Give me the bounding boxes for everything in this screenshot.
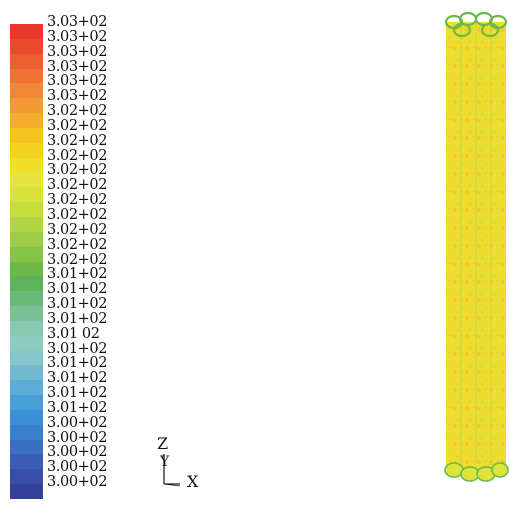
legend-tick-label: 3.01+02 [47,370,108,387]
legend-tick-label: 3.03+02 [47,28,108,45]
legend-swatch [10,439,43,455]
legend-swatch [10,261,43,277]
legend-tick-label: 3.00+02 [47,444,108,461]
legend-swatch [10,276,43,292]
legend-swatch [10,157,43,173]
legend-tick-label: 3.02+02 [47,162,108,179]
legend-swatch [10,409,43,425]
axis-x-label: X [187,472,199,491]
legend-swatch [10,350,43,366]
legend-tick-label: 3.03+02 [47,43,108,60]
legend-swatch [10,365,43,381]
legend-swatch [10,306,43,321]
legend-swatch [10,320,43,336]
legend-swatch [10,335,43,351]
legend-swatch [10,68,43,84]
legend-swatch [10,216,43,232]
legend-swatch [10,127,43,143]
legend-swatch [10,38,43,54]
legend-swatch [10,202,43,217]
legend-swatch [10,113,43,128]
axis-triad-lines [163,454,181,487]
axis-y-label: Y [160,454,170,470]
legend-tick-label: 3.01+02 [47,266,108,283]
legend-swatch [10,53,43,69]
legend-tick-label: 3.02+02 [47,192,108,209]
legend-tick-label: 3.02+02 [47,103,108,120]
legend-swatch [10,424,43,440]
legend-swatch [10,24,43,39]
legend-swatch [10,291,43,307]
legend-tick-label: 3.01+02 [47,340,108,357]
legend-tick-label: 3.00+02 [47,429,108,446]
legend-swatch [10,395,43,410]
legend-swatch [10,380,43,396]
legend-tick-label: 3.03+02 [47,88,108,105]
legend-tick-label: 3.01+02 [47,296,108,313]
cylinder-bundle-render [444,11,509,482]
legend-swatch [10,98,43,114]
legend-tick-label: 3.01+02 [47,281,108,298]
legend-tick-label: 3.02+02 [47,206,108,223]
legend-tick-label: 3.01+02 [47,310,108,327]
legend-swatch [10,231,43,247]
legend-swatch [10,246,43,262]
legend-swatch [10,142,43,158]
legend-tick-label: 3.01 02 [47,325,100,342]
legend-tick-label: 3.03+02 [47,58,108,75]
axis-z-label: Z [157,434,169,453]
legend-tick-label: 3.02+02 [47,251,108,268]
axis-triad: Z Y X [150,432,220,492]
legend-swatch [10,172,43,188]
legend-tick-label: 3.02+02 [47,236,108,253]
legend-swatch [10,484,43,499]
legend-swatch [10,83,43,99]
legend-tick-label: 3.03+02 [47,73,108,90]
bundle-bottom-ends [444,462,509,482]
legend-tick-label: 3.01+02 [47,399,108,416]
legend-swatch [10,469,43,485]
legend-tick-label: 3.00+02 [47,459,108,476]
color-legend-labels: 3.03+02 3.03+02 3.03+02 3.03+02 3.03+02 3.03+… [47,14,147,491]
legend-swatch [10,187,43,203]
legend-tick-label: 3.02+02 [47,132,108,149]
legend-tick-label: 3.02+02 [47,177,108,194]
bundle-top-ends [444,11,508,38]
legend-tick-label: 3.00+02 [47,414,108,431]
legend-tick-label: 3.02+02 [47,221,108,238]
color-legend-bar [10,24,43,499]
legend-tick-label: 3.02+02 [47,117,108,134]
legend-tick-label: 3.01+02 [47,355,108,372]
legend-tick-label: 3.01+02 [47,385,108,402]
legend-tick-label: 3.02+02 [47,147,108,164]
model-view [440,8,510,484]
legend-swatch [10,454,43,470]
legend-tick-label: 3.03+02 [47,14,108,30]
legend-tick-label: 3.00+02 [47,474,108,491]
